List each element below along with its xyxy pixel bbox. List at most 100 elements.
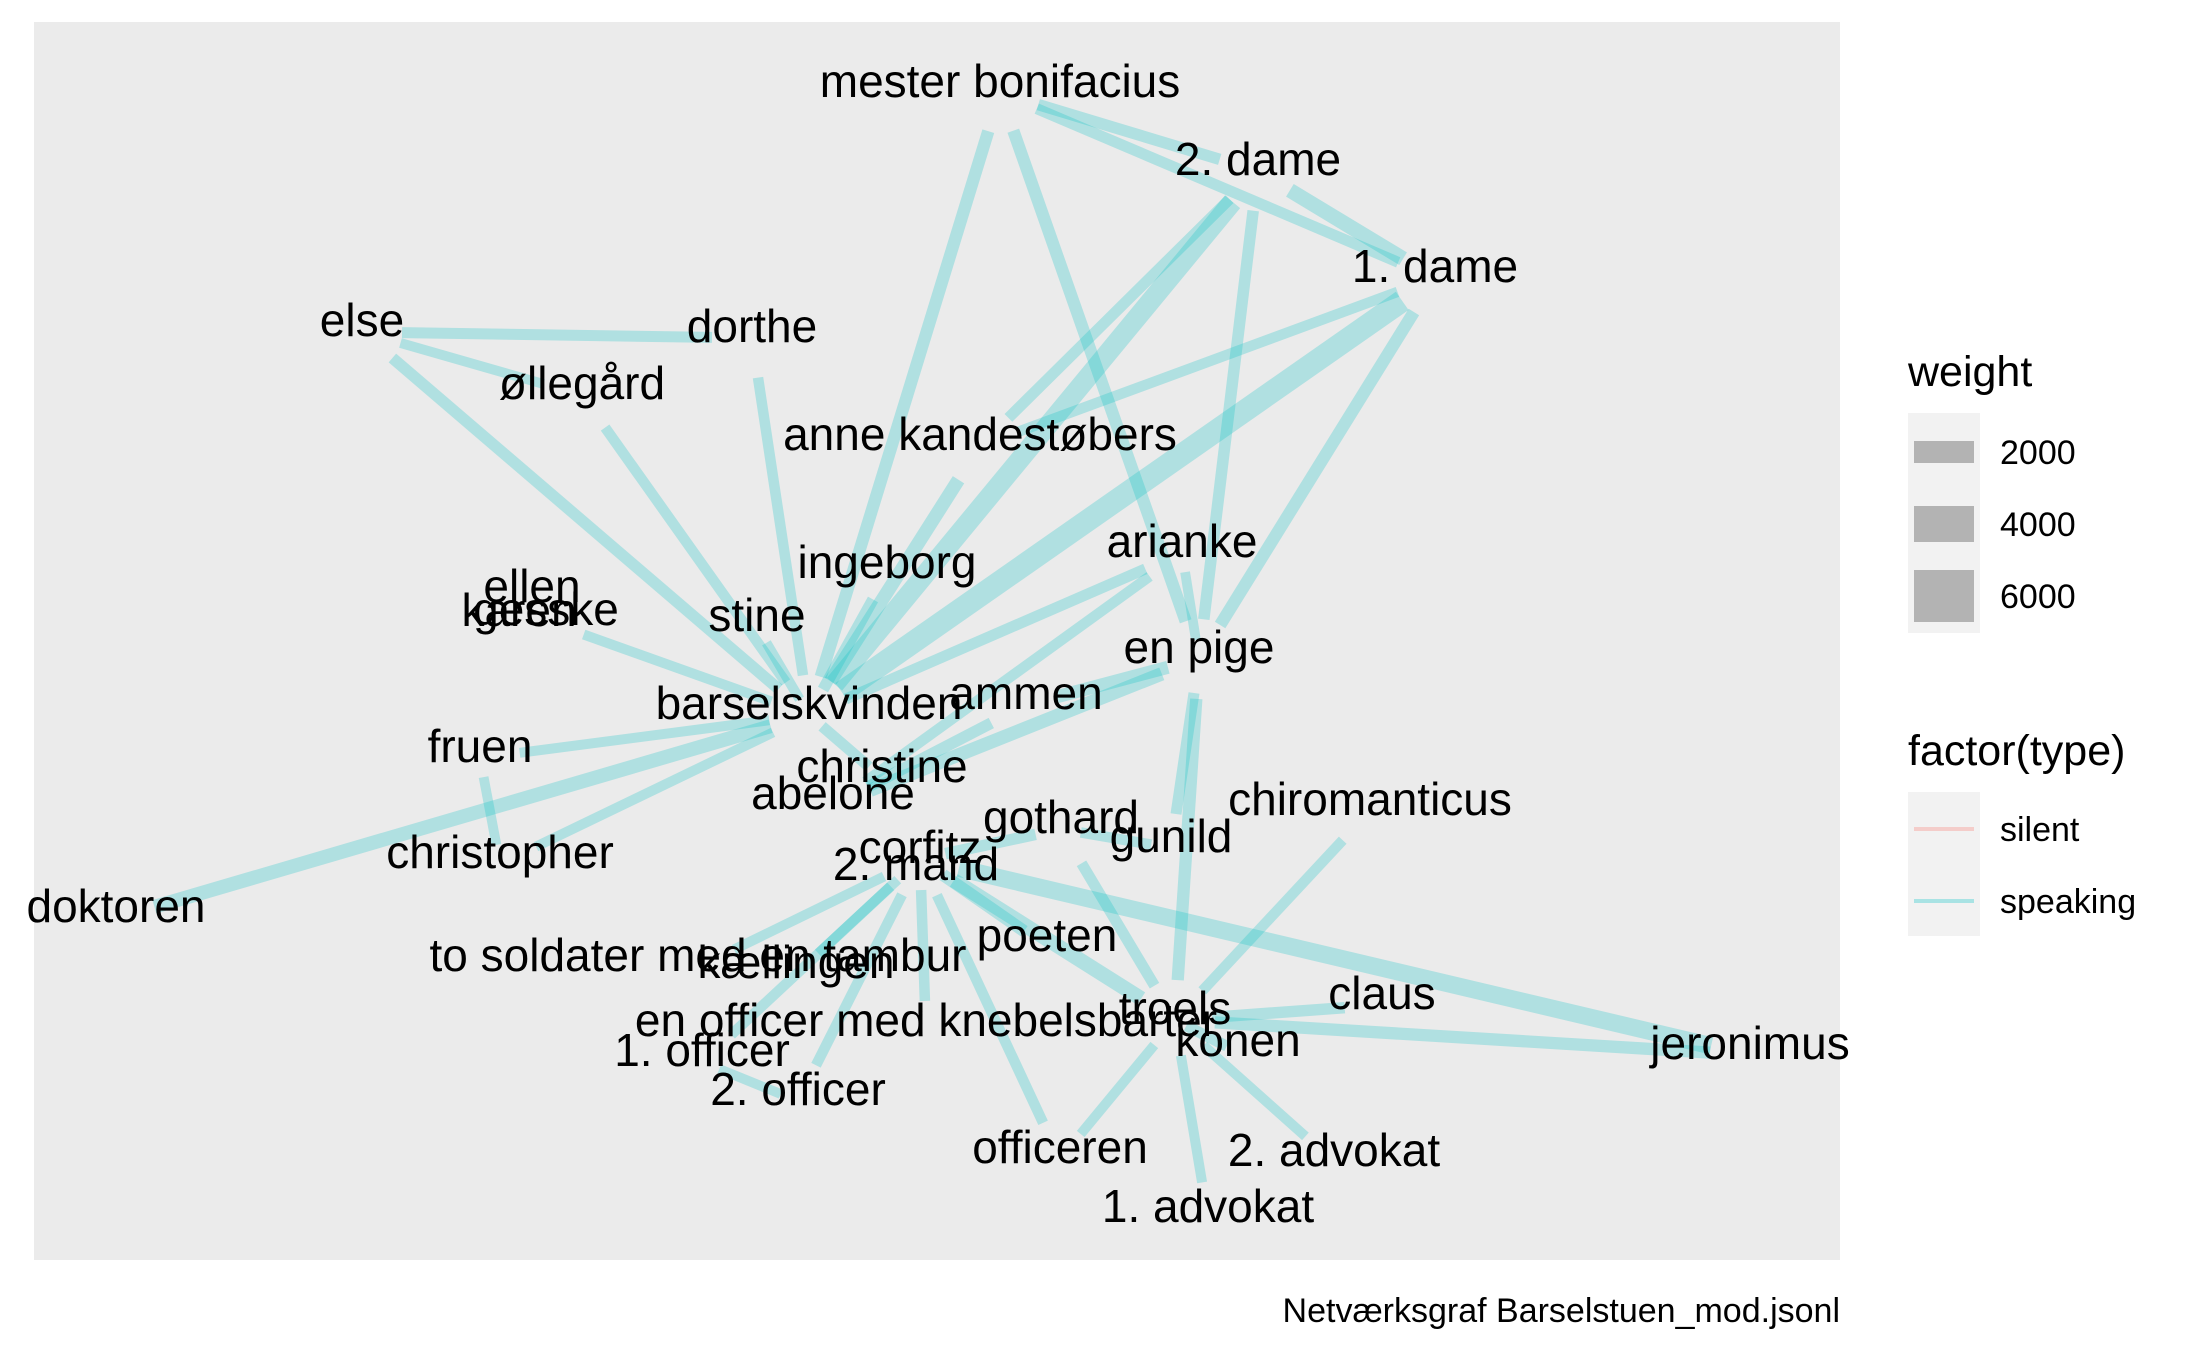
edge-dame1-en_pige <box>1214 308 1420 629</box>
legend-weight-key-6000 <box>1914 570 1974 622</box>
edge-corfitz-en_officer <box>915 889 931 1002</box>
node-label-christopher: christopher <box>386 826 614 878</box>
edge-en_pige-troels <box>1171 698 1203 981</box>
edge-dame1-barselskvinden <box>835 291 1409 702</box>
edge-dame1-anne <box>1015 286 1400 438</box>
edge-officer1-officer2 <box>717 1064 783 1099</box>
edge-ollegard-barselskvinden <box>600 424 791 686</box>
node-label-officer2: 2. officer <box>710 1063 886 1115</box>
edge-ingeborg-barselskvinden <box>817 596 879 693</box>
edge-dorthe-barselskvinden <box>752 376 809 677</box>
edge-corfitz-jeronimus <box>956 859 1714 1055</box>
edge-corfitz-officer1 <box>727 882 895 1039</box>
edge-corfitz-troels <box>949 874 1146 1005</box>
node-label-en_pige: en pige <box>1124 621 1275 673</box>
node-label-arianke: arianke <box>1107 515 1258 567</box>
edge-corfitz-officeren <box>932 892 1048 1126</box>
node-label-mester_bonifacius: mester bonifacius <box>820 55 1181 107</box>
edge-barselskvinden-christine <box>818 722 873 771</box>
edge-arianke-barselskvinden <box>843 563 1148 705</box>
legend-type-title: factor(type) <box>1908 727 2125 775</box>
edge-ammen-abelone <box>865 717 994 793</box>
edge-troels-advokat2 <box>1200 1041 1309 1141</box>
node-label-fruen: fruen <box>428 720 533 772</box>
node-label-ingeborg: ingeborg <box>797 536 976 588</box>
node-label-dame2: 2. dame <box>1175 133 1341 185</box>
edge-corfitz-gothard <box>944 828 1037 860</box>
edge-mester_bonifacius-en_pige <box>1007 128 1192 624</box>
node-label-corfitz: corfitz <box>859 821 982 873</box>
edges-layer <box>152 99 1714 1184</box>
node-label-stine: stine <box>708 589 805 641</box>
edge-else-dorthe <box>401 327 713 343</box>
edge-dame2-en_pige <box>1198 210 1259 620</box>
node-label-kaellingen: kællingen <box>698 936 895 988</box>
legend-weight-title: weight <box>1907 348 2032 396</box>
edge-dame2-dame1 <box>1286 183 1407 266</box>
figure-caption: Netværksgraf Barselstuen_mod.jsonl <box>1283 1292 1840 1330</box>
node-label-claus: claus <box>1328 967 1435 1019</box>
node-label-gothard: gothard <box>983 791 1139 843</box>
edge-stine-barselskvinden <box>762 640 804 702</box>
legend-weight-label-6000: 6000 <box>2000 578 2076 616</box>
legend-weight-label-2000: 2000 <box>2000 434 2076 472</box>
edge-corfitz-officer2 <box>811 892 907 1068</box>
node-label-ellen: ellen <box>483 560 580 612</box>
node-label-advokat1: 1. advokat <box>1102 1180 1314 1232</box>
edge-corfitz-to_soldater <box>731 872 887 954</box>
node-label-else: else <box>320 294 404 346</box>
node-label-mand2: 2. mand <box>833 838 999 890</box>
node-label-christine: christine <box>796 740 967 792</box>
node-label-to_soldater: to soldater med en tambur <box>430 929 967 981</box>
legend-weight: weight 2000 4000 6000 <box>1907 348 2076 633</box>
edge-en_pige-ammen <box>1055 661 1170 703</box>
node-label-doktoren: doktoren <box>26 880 205 932</box>
legend-type-label-speaking: speaking <box>2000 883 2136 921</box>
node-label-jeronimus: jeronimus <box>1648 1017 1849 1069</box>
edge-else-barselskvinden <box>388 353 783 694</box>
node-label-konen: konen <box>1175 1014 1300 1066</box>
node-label-troels: troels <box>1119 982 1231 1034</box>
edge-else-ollegard <box>399 338 545 389</box>
node-label-gesske: gesske <box>473 583 619 635</box>
edge-corfitz-poeten <box>939 869 1028 937</box>
edge-mester_bonifacius-barselskvinden <box>814 129 995 679</box>
node-label-chiromanticus: chiromanticus <box>1228 773 1512 825</box>
node-label-poeten: poeten <box>977 909 1118 961</box>
edge-dame2-barselskvinden <box>826 195 1241 691</box>
edge-troels-advokat1 <box>1175 1054 1208 1184</box>
edge-mester_bonifacius-dame2 <box>1036 99 1222 165</box>
edge-fruen-barselskvinden <box>519 715 770 758</box>
edge-troels-claus <box>1211 1001 1346 1024</box>
node-label-dame1: 1. dame <box>1352 240 1518 292</box>
edge-gesske-barselskvinden <box>582 629 773 707</box>
legend-type: factor(type) silent speaking <box>1908 727 2136 936</box>
node-label-officer1: 1. officer <box>614 1024 790 1076</box>
edge-troels-officeren <box>1076 1041 1159 1138</box>
legend-type-label-silent: silent <box>2000 811 2080 849</box>
plot-panel <box>34 22 1840 1260</box>
edge-gothard-troels <box>1076 860 1160 989</box>
edge-anne-barselskvinden <box>824 476 965 685</box>
node-label-officeren: officeren <box>972 1121 1148 1173</box>
edge-troels-konen <box>1183 1020 1230 1052</box>
legend-type-keys-bg <box>1908 792 1980 936</box>
legend-weight-key-4000 <box>1914 506 1974 542</box>
edge-corfitz-kaellingen <box>814 876 902 957</box>
node-label-ollegard: øllegård <box>499 357 665 409</box>
node-label-abelone: abelone <box>751 767 915 819</box>
node-label-karen: karen <box>461 584 576 636</box>
edge-mester_bonifacius-dame1 <box>1034 103 1401 268</box>
edge-christopher-fruen <box>478 776 502 846</box>
legend-weight-label-4000: 4000 <box>2000 506 2076 544</box>
edge-doktoren-barselskvinden <box>152 719 773 914</box>
node-label-gunild: gunild <box>1110 810 1233 862</box>
node-label-dorthe: dorthe <box>687 300 817 352</box>
edge-chiromanticus-troels <box>1198 836 1347 995</box>
node-label-anne: anne kandestøbers <box>783 408 1177 460</box>
edge-gothard-gunild <box>1079 827 1153 850</box>
edge-arianke-abelone <box>862 572 1153 786</box>
node-label-en_officer: en officer med knebelsbarter <box>635 994 1217 1046</box>
node-label-ammen: ammen <box>949 667 1102 719</box>
